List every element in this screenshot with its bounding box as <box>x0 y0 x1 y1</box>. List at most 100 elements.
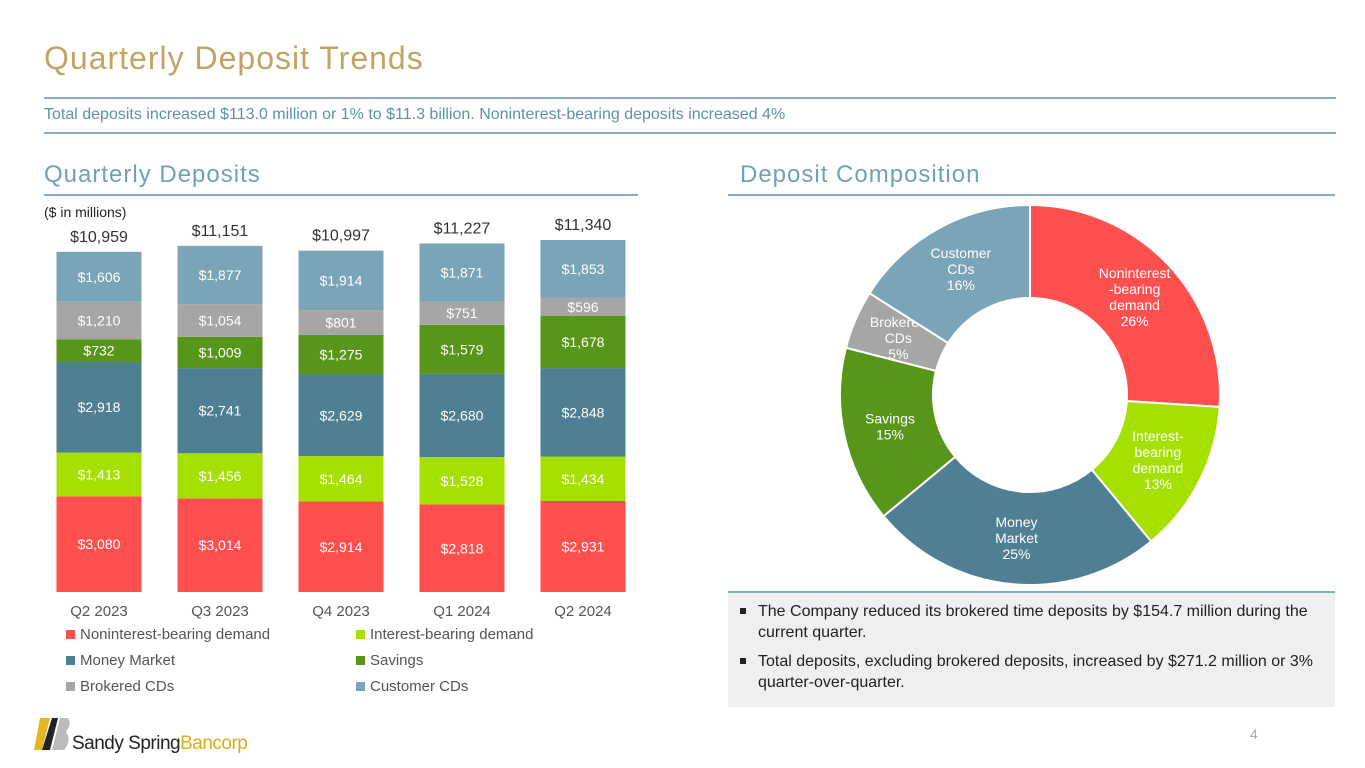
bar-segment <box>177 453 263 499</box>
bar-segment <box>540 368 626 457</box>
quarterly-deposits-heading: Quarterly Deposits <box>44 161 261 188</box>
x-tick-label: Q3 2023 <box>191 603 249 620</box>
bar-value-label: $2,629 <box>320 407 363 423</box>
bar-value-label: $1,871 <box>441 265 484 281</box>
legend-label: Savings <box>370 652 424 669</box>
legend-item: Brokered CDs <box>66 678 356 695</box>
bar-segment <box>56 301 142 340</box>
bar-value-label: $3,080 <box>78 536 121 552</box>
bar-segment <box>419 373 505 458</box>
bar-value-label: $1,528 <box>441 473 484 489</box>
bar-value-label: $1,009 <box>199 345 242 361</box>
page-number: 4 <box>1250 726 1258 742</box>
legend-label: Interest-bearing demand <box>370 626 534 643</box>
bar-segment <box>298 374 384 457</box>
donut-chart: Noninterest -bearing demand 26% Interest-bea… <box>839 203 1221 586</box>
bar-value-label: $2,931 <box>562 539 605 555</box>
slice-label: Interest-bearing demand 13% <box>1132 428 1184 492</box>
bar-value-label: $1,579 <box>441 341 484 357</box>
bar-segment <box>177 336 263 369</box>
bar-value-label: $1,413 <box>78 466 121 482</box>
bar-segment <box>540 240 626 298</box>
divider <box>44 97 1336 99</box>
bar-total-label: $11,340 <box>555 217 612 234</box>
bar-segment <box>298 456 384 502</box>
bar-segment <box>540 456 626 502</box>
bar-segment <box>298 501 384 592</box>
logo-text: Sandy SpringBancorp <box>72 733 248 754</box>
legend-item: Money Market <box>66 652 356 669</box>
legend-label: Brokered CDs <box>80 678 175 695</box>
bar-value-label: $1,456 <box>199 468 242 484</box>
bar-total-label: $11,151 <box>192 223 249 240</box>
bar-total-label: $10,997 <box>312 228 370 245</box>
bar-segment <box>419 243 505 302</box>
legend-swatch <box>356 630 365 639</box>
bullet-note: The Company reduced its brokered time de… <box>740 601 1318 643</box>
bar-value-label: $2,914 <box>320 539 363 555</box>
bar-segment <box>56 361 142 453</box>
bar-segment <box>56 452 142 497</box>
bar-value-label: $1,877 <box>199 267 242 283</box>
x-tick-label: Q2 2023 <box>70 603 128 620</box>
legend-swatch <box>66 682 75 691</box>
bar-value-label: $3,014 <box>199 537 242 553</box>
slice-label: Noninterest -bearing demand 26% <box>1099 265 1171 329</box>
bar-segment <box>298 310 384 335</box>
bar-segment <box>419 324 505 374</box>
bar-value-label: $2,818 <box>441 540 484 556</box>
bar-segment <box>177 368 263 454</box>
legend-item: Noninterest-bearing demand <box>66 626 356 643</box>
legend-swatch <box>356 682 365 691</box>
bar-value-label: $1,914 <box>320 272 363 288</box>
legend-label: Money Market <box>80 652 176 669</box>
page-title: Quarterly Deposit Trends <box>44 40 424 76</box>
bar-segment <box>177 498 263 592</box>
legend-item: Savings <box>356 652 626 669</box>
bar-segment <box>419 504 505 592</box>
divider <box>728 194 1335 196</box>
stacked-bar-chart: $3,080 $1,413 $2,918 $732 $1,210 $1,606 $10,95… <box>56 217 626 620</box>
bar-value-label: $1,434 <box>562 471 605 487</box>
bar-value-label: $2,741 <box>199 403 242 419</box>
divider <box>44 194 638 196</box>
bar-value-label: $2,918 <box>78 399 121 415</box>
bar-segment <box>419 457 505 505</box>
bar-value-label: $732 <box>83 343 114 359</box>
bar-segment <box>540 297 626 317</box>
bar-segment <box>177 245 263 305</box>
bar-value-label: $596 <box>567 299 598 315</box>
unit-note: ($ in millions) <box>44 204 127 220</box>
deposit-composition-heading: Deposit Composition <box>740 161 981 188</box>
bar-value-label: $1,606 <box>78 269 121 285</box>
slice-label: Savings 15% <box>865 410 915 442</box>
legend-swatch <box>66 656 75 665</box>
x-tick-label: Q1 2024 <box>433 603 491 620</box>
bar-value-label: $1,275 <box>320 347 363 363</box>
bar-total-label: $11,227 <box>434 221 491 238</box>
bar-value-label: $1,678 <box>562 334 605 350</box>
legend-swatch <box>356 656 365 665</box>
bar-segment <box>419 301 505 325</box>
bar-segment <box>56 339 142 362</box>
donut-slice <box>868 203 1031 345</box>
slice-label: Money Market 25% <box>995 514 1038 562</box>
x-tick-label: Q4 2023 <box>312 603 370 620</box>
x-tick-label: Q2 2024 <box>554 603 612 620</box>
legend-label: Noninterest-bearing demand <box>80 626 271 643</box>
logo-icon <box>34 718 70 750</box>
bar-value-label: $1,464 <box>320 471 363 487</box>
bar-segment <box>540 316 626 369</box>
bar-value-label: $751 <box>446 305 477 321</box>
bar-value-label: $2,848 <box>562 404 605 420</box>
legend-item: Customer CDs <box>356 678 626 695</box>
subtitle: Total deposits increased $113.0 million … <box>44 106 786 123</box>
legend-item: Interest-bearing demand <box>356 626 626 643</box>
bar-legend: Noninterest-bearing demand Interest-beari… <box>66 626 626 695</box>
bar-segment <box>298 334 384 375</box>
bar-total-label: $10,959 <box>70 229 128 246</box>
bar-value-label: $2,680 <box>441 408 484 424</box>
notes-box: The Company reduced its brokered time de… <box>728 591 1335 707</box>
bar-value-label: $1,853 <box>562 261 605 277</box>
divider <box>44 132 1336 134</box>
